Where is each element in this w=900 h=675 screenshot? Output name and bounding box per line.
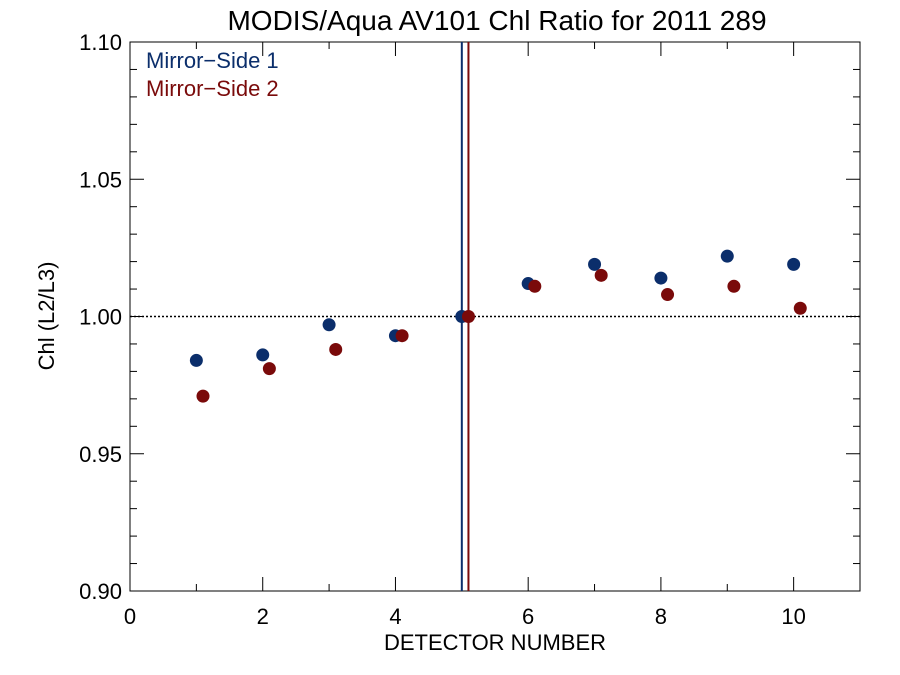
- point-mirror-side-1: [588, 257, 602, 271]
- legend-entry-mirror-side-1: Mirror−Side 1: [146, 48, 279, 73]
- point-mirror-side-2: [793, 301, 807, 315]
- point-mirror-side-2: [594, 268, 608, 282]
- point-mirror-side-2: [395, 329, 409, 343]
- y-tick-label: 1.00: [79, 305, 122, 330]
- point-mirror-side-2: [262, 362, 276, 376]
- y-axis-label: Chl (L2/L3): [34, 262, 59, 371]
- x-axis-label: DETECTOR NUMBER: [384, 630, 606, 655]
- point-mirror-side-2: [528, 279, 542, 293]
- point-mirror-side-1: [654, 271, 668, 285]
- point-mirror-side-2: [461, 310, 475, 323]
- point-mirror-side-1: [256, 348, 270, 362]
- major-ticks: [129, 41, 860, 592]
- chart-title: MODIS/Aqua AV101 Chl Ratio for 2011 289: [227, 5, 766, 36]
- x-tick-label: 6: [522, 604, 534, 629]
- point-mirror-side-1: [787, 257, 801, 271]
- y-tick-labels: 0.90 0.95 1.00 1.05 1.10: [79, 30, 122, 604]
- y-tick-label: 0.95: [79, 442, 122, 467]
- minor-ticks: [130, 42, 861, 591]
- point-mirror-side-1: [322, 318, 336, 332]
- point-mirror-side-2: [329, 342, 343, 356]
- point-mirror-side-2: [727, 279, 741, 293]
- data-points: [189, 249, 807, 403]
- legend: Mirror−Side 1 Mirror−Side 2: [146, 48, 279, 101]
- x-tick-label: 2: [257, 604, 269, 629]
- point-mirror-side-2: [196, 389, 210, 403]
- x-tick-label: 10: [781, 604, 805, 629]
- x-tick-labels: 0 2 4 6 8 10: [124, 604, 806, 629]
- point-mirror-side-2: [661, 288, 675, 302]
- point-mirror-side-1: [720, 249, 734, 263]
- y-tick-label: 1.05: [79, 167, 122, 192]
- x-tick-label: 0: [124, 604, 136, 629]
- y-tick-label: 1.10: [79, 30, 122, 55]
- x-tick-label: 8: [655, 604, 667, 629]
- point-mirror-side-1: [189, 353, 203, 367]
- x-tick-label: 4: [389, 604, 401, 629]
- y-tick-label: 0.90: [79, 579, 122, 604]
- legend-entry-mirror-side-2: Mirror−Side 2: [146, 76, 279, 101]
